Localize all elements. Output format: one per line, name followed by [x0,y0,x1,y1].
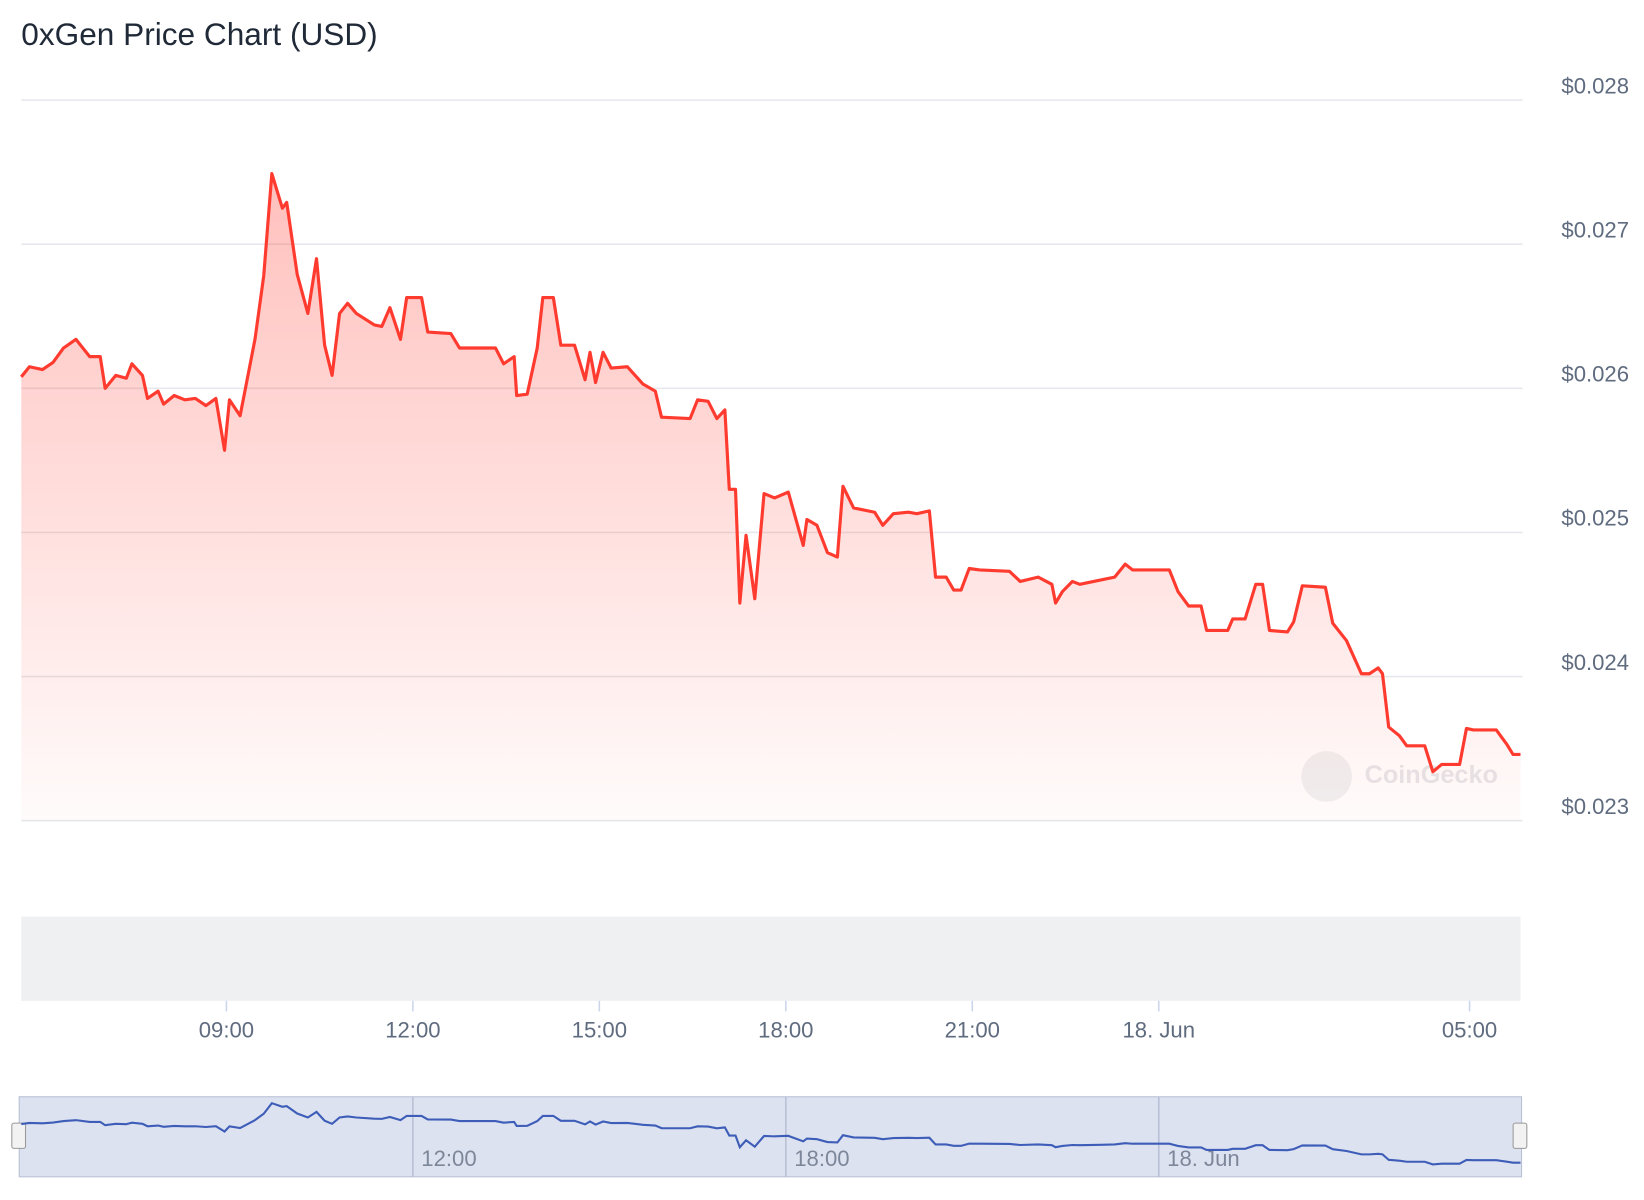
y-tick-label: $0.024 [1561,650,1629,675]
x-tick-label: 21:00 [945,1017,1000,1042]
y-tick-label: $0.026 [1561,362,1629,387]
y-tick-label: $0.028 [1561,73,1629,98]
x-tick-label: 12:00 [385,1017,440,1042]
x-tick-label: 05:00 [1442,1017,1497,1042]
navigator-tick-label: 12:00 [421,1146,476,1171]
x-tick-label: 18. Jun [1122,1017,1195,1042]
y-tick-label: $0.025 [1561,506,1629,531]
x-tick-label: 15:00 [572,1017,627,1042]
y-tick-label: $0.027 [1561,217,1629,242]
navigator-tick-label: 18:00 [794,1146,849,1171]
x-tick-label: 18:00 [758,1017,813,1042]
price-line [20,172,1521,774]
navigator-handle[interactable] [1512,1122,1528,1149]
navigator-line [21,1101,1521,1166]
chart-title: 0xGen Price Chart (USD) [21,16,377,52]
volume-band [21,916,1521,1001]
navigator-handle[interactable] [11,1122,27,1149]
x-tick-label: 09:00 [199,1017,254,1042]
y-tick-label: $0.023 [1561,794,1629,819]
